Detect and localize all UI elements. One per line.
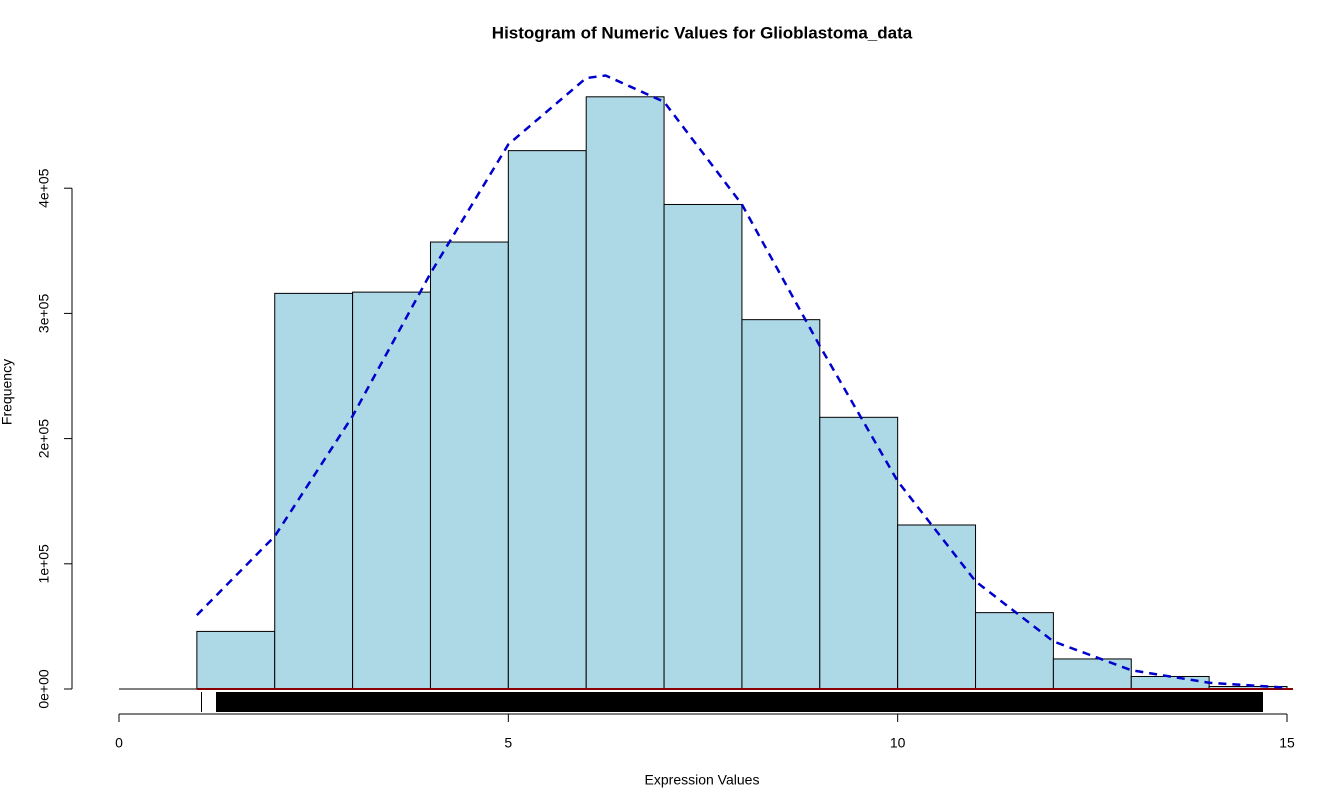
bar xyxy=(975,612,1054,690)
bar xyxy=(352,291,431,690)
y-axis-label: Frequency xyxy=(0,359,15,425)
y-tick-label: 1e+05 xyxy=(36,544,52,584)
x-tick-label: 0 xyxy=(115,735,123,751)
bar xyxy=(274,292,354,690)
chart-title: Histogram of Numeric Values for Glioblas… xyxy=(492,23,913,42)
rug xyxy=(201,692,202,712)
density-curve xyxy=(195,74,1288,689)
bar xyxy=(1130,675,1210,690)
bar xyxy=(585,96,665,690)
bar xyxy=(196,630,276,690)
y-tick-label: 2e+05 xyxy=(36,419,52,459)
y-tick-label: 4e+05 xyxy=(36,168,52,208)
bar xyxy=(1052,658,1132,690)
y-tick-label: 0e+00 xyxy=(36,669,52,709)
bar xyxy=(507,150,587,690)
x-tick-label: 10 xyxy=(890,735,906,751)
x-tick-label: 5 xyxy=(504,735,512,751)
x-tick-label: 15 xyxy=(1279,735,1295,751)
bar xyxy=(819,416,899,690)
bar xyxy=(741,319,821,690)
bar xyxy=(897,524,977,690)
x-axis-label: Expression Values xyxy=(645,772,760,788)
y-tick-label: 3e+05 xyxy=(36,294,52,334)
bar xyxy=(663,203,743,690)
bar xyxy=(429,241,509,690)
rug xyxy=(216,692,1263,712)
